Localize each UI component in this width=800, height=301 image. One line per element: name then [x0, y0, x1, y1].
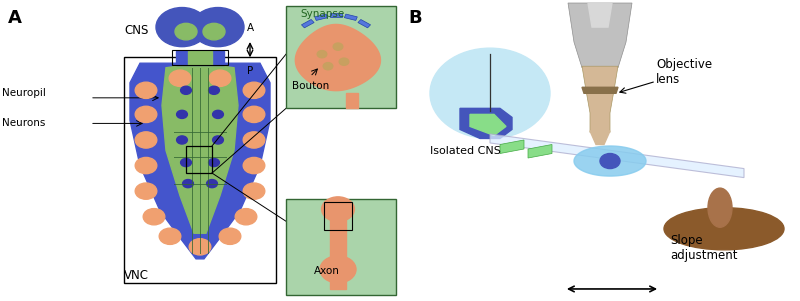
- Text: Neurons: Neurons: [2, 118, 46, 129]
- Polygon shape: [295, 24, 381, 91]
- Circle shape: [177, 136, 187, 144]
- Circle shape: [209, 158, 219, 167]
- Circle shape: [135, 132, 157, 148]
- Circle shape: [333, 43, 343, 50]
- Circle shape: [317, 51, 327, 58]
- Bar: [124, 57, 276, 283]
- Ellipse shape: [708, 188, 732, 227]
- Text: CNS: CNS: [124, 23, 148, 37]
- Polygon shape: [588, 3, 612, 27]
- Circle shape: [243, 82, 265, 98]
- Text: Isolated CNS: Isolated CNS: [430, 145, 501, 156]
- Circle shape: [181, 158, 191, 167]
- Circle shape: [175, 23, 197, 40]
- Circle shape: [192, 8, 244, 47]
- Circle shape: [135, 183, 157, 199]
- Polygon shape: [470, 114, 506, 135]
- Polygon shape: [346, 93, 358, 108]
- Polygon shape: [130, 63, 270, 259]
- Polygon shape: [528, 144, 552, 158]
- Polygon shape: [162, 63, 238, 233]
- Circle shape: [156, 8, 208, 47]
- Polygon shape: [568, 3, 632, 68]
- Circle shape: [189, 239, 211, 255]
- Circle shape: [159, 228, 181, 244]
- Bar: [324, 202, 352, 230]
- Text: Synapse: Synapse: [300, 8, 344, 19]
- Bar: [286, 199, 396, 295]
- Polygon shape: [574, 146, 646, 176]
- Ellipse shape: [664, 208, 784, 250]
- Text: Objective
lens: Objective lens: [656, 58, 712, 86]
- Circle shape: [600, 154, 620, 169]
- Circle shape: [143, 209, 165, 225]
- Circle shape: [177, 110, 187, 118]
- Text: Slope
adjustment: Slope adjustment: [670, 234, 738, 262]
- Polygon shape: [330, 13, 342, 17]
- Circle shape: [219, 228, 241, 244]
- Circle shape: [235, 209, 257, 225]
- Polygon shape: [302, 20, 314, 28]
- Circle shape: [213, 110, 223, 118]
- Circle shape: [243, 106, 265, 123]
- Circle shape: [203, 23, 225, 40]
- Circle shape: [135, 106, 157, 123]
- Text: VNC: VNC: [124, 269, 149, 282]
- Circle shape: [135, 82, 157, 98]
- Circle shape: [243, 132, 265, 148]
- Circle shape: [213, 136, 223, 144]
- Polygon shape: [188, 51, 212, 65]
- Circle shape: [210, 70, 231, 86]
- Polygon shape: [582, 87, 618, 93]
- Circle shape: [322, 197, 354, 222]
- Text: B: B: [408, 9, 422, 27]
- Polygon shape: [358, 20, 370, 28]
- Circle shape: [135, 157, 157, 174]
- Bar: [286, 6, 396, 108]
- Circle shape: [209, 86, 219, 95]
- Circle shape: [181, 86, 191, 95]
- Circle shape: [243, 183, 265, 199]
- Bar: [186, 146, 212, 173]
- Circle shape: [206, 179, 218, 188]
- Polygon shape: [314, 14, 328, 20]
- Circle shape: [323, 63, 333, 70]
- Circle shape: [182, 179, 194, 188]
- Circle shape: [243, 157, 265, 174]
- Text: Axon: Axon: [314, 266, 340, 276]
- Polygon shape: [460, 108, 512, 138]
- Text: Bouton: Bouton: [292, 81, 330, 91]
- Text: Neuropil: Neuropil: [2, 88, 46, 98]
- Polygon shape: [590, 131, 610, 144]
- Text: A: A: [246, 23, 254, 33]
- Circle shape: [339, 58, 349, 65]
- Polygon shape: [176, 51, 224, 65]
- Text: A: A: [8, 9, 22, 27]
- Polygon shape: [490, 134, 744, 178]
- Circle shape: [170, 70, 191, 86]
- Bar: [172, 50, 228, 65]
- Circle shape: [320, 256, 356, 283]
- Polygon shape: [500, 140, 524, 154]
- Text: P: P: [247, 66, 253, 76]
- Polygon shape: [344, 14, 358, 20]
- Circle shape: [430, 48, 550, 138]
- Polygon shape: [330, 205, 346, 289]
- Polygon shape: [582, 66, 618, 132]
